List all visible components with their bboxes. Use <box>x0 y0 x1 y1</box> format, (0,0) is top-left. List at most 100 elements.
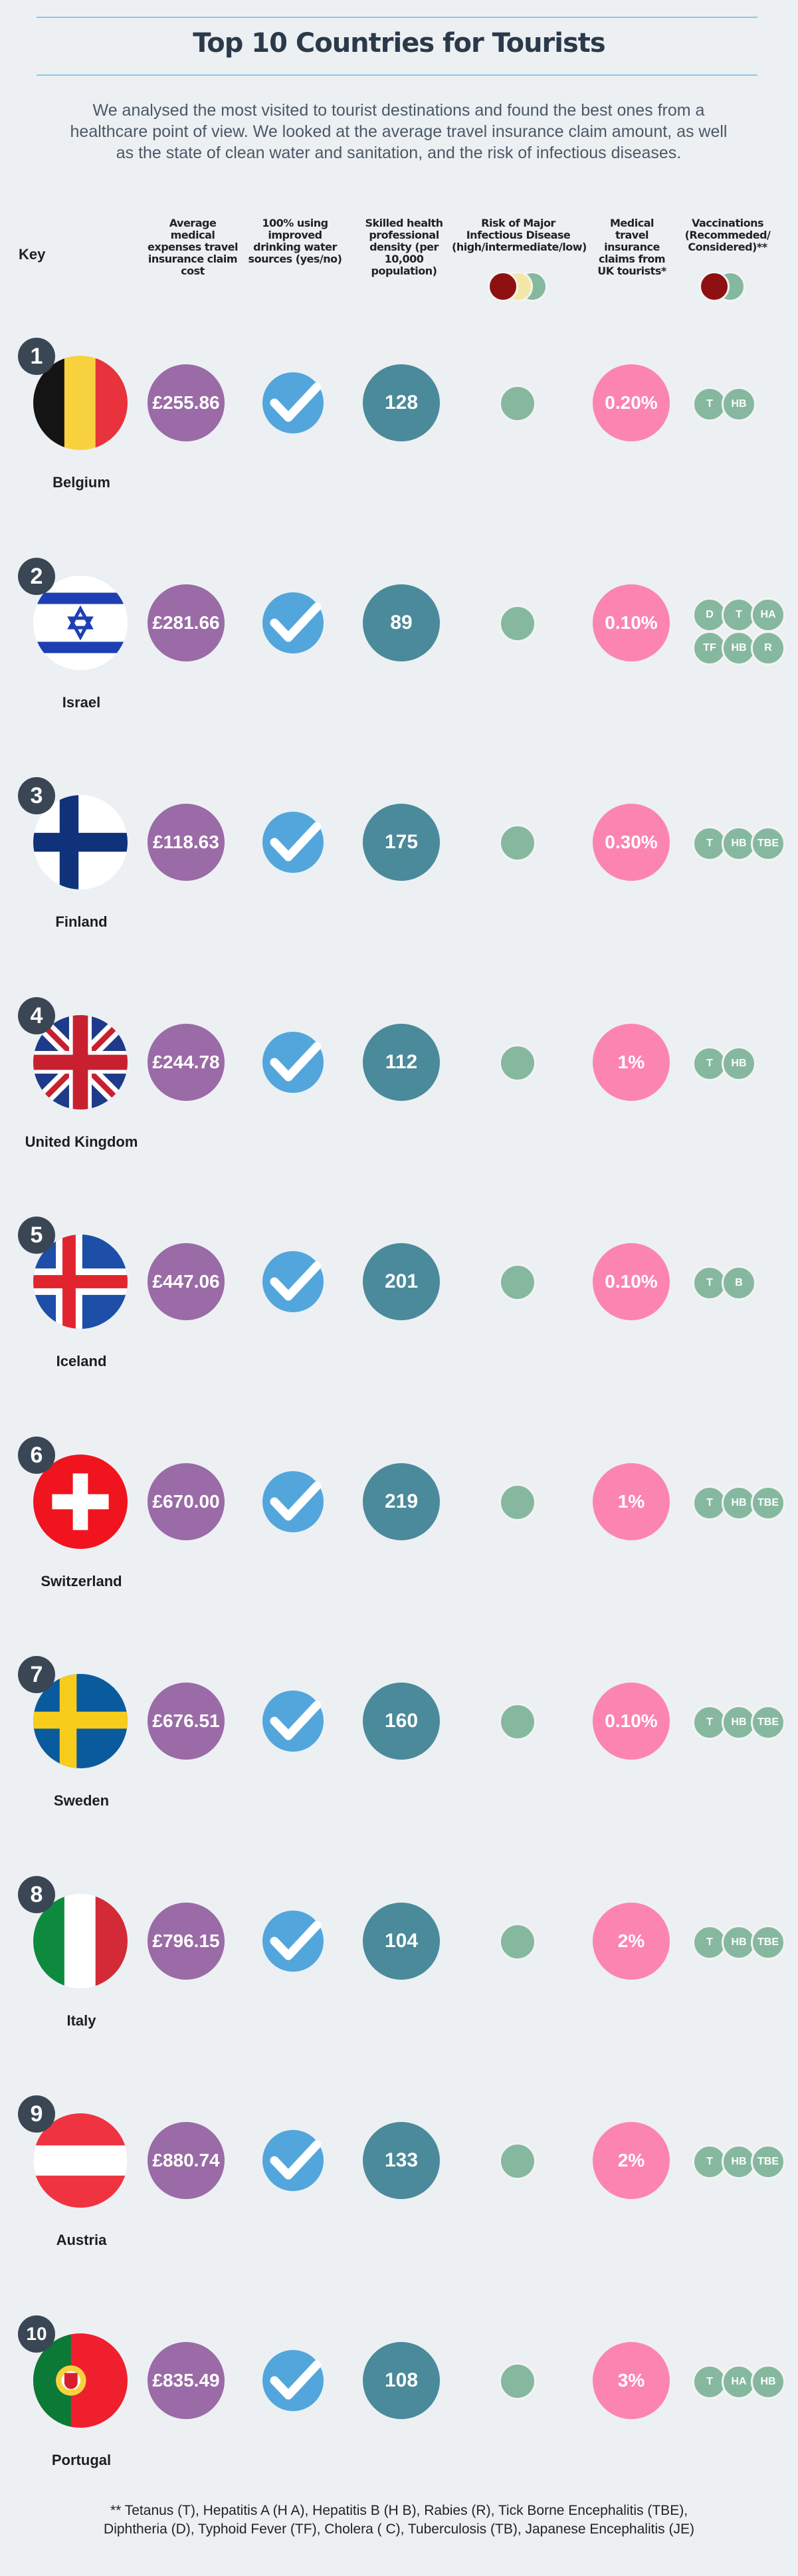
vaccine-dot: T <box>692 1925 727 1960</box>
risk-low-dot <box>499 824 536 862</box>
vaccine-dot: HB <box>722 1925 756 1960</box>
claims-percent-circle: 0.30% <box>593 804 670 881</box>
claim-cost-circle: £835.49 <box>148 2342 225 2419</box>
claim-cost-circle: £255.86 <box>148 364 225 441</box>
risk-low-dot <box>499 605 536 642</box>
israel-flag-icon <box>33 576 128 670</box>
country-row: 6 Switzerland £670.00 219 1% T HB TBE <box>0 1437 798 1656</box>
vaccine-dot: HB <box>722 387 756 421</box>
claims-percent-circle: 2% <box>593 2122 670 2199</box>
rank-badge: 9 <box>18 2095 55 2133</box>
health-density-circle: 219 <box>363 1463 440 1540</box>
vaccine-dot: HB <box>722 1046 756 1081</box>
water-check-icon <box>260 2127 326 2194</box>
claim-cost-circle: £880.74 <box>148 2122 225 2199</box>
risk-low-dot <box>499 2363 536 2400</box>
vaccine-dot: TBE <box>751 1486 785 1520</box>
vaccine-dot: TBE <box>751 826 785 861</box>
country-row: 8 Italy £796.15 104 2% T HB TBE <box>0 1876 798 2095</box>
claims-percent-circle: 0.10% <box>593 584 670 661</box>
vaccine-dot: HB <box>751 2365 785 2399</box>
vaccine-dot: TBE <box>751 1925 785 1960</box>
claim-cost-circle: £244.78 <box>148 1024 225 1101</box>
vaccine-dot: T <box>722 598 756 632</box>
country-row: 3 Finland £118.63 175 0.30% T HB TBE <box>0 777 798 996</box>
rank-badge: 7 <box>18 1656 55 1693</box>
water-check-icon <box>260 1248 326 1315</box>
health-density-circle: 128 <box>363 364 440 441</box>
vaccine-dot: TBE <box>751 2145 785 2179</box>
rank-badge: 3 <box>18 777 55 814</box>
claim-cost-circle: £676.51 <box>148 1683 225 1760</box>
health-density-circle: 201 <box>363 1243 440 1320</box>
legend-risk-high-dot <box>488 271 518 302</box>
risk-low-dot <box>499 385 536 422</box>
risk-low-dot <box>499 1484 536 1521</box>
column-header-risk: Risk of Major Infectious Disease (high/i… <box>452 217 587 253</box>
risk-low-dot <box>499 1923 536 1960</box>
top-rule <box>37 17 757 18</box>
claim-cost-circle: £118.63 <box>148 804 225 881</box>
country-row: 9 Austria £880.74 133 2% T HB TBE <box>0 2095 798 2315</box>
austria-flag-icon <box>33 2113 128 2208</box>
rank-badge: 4 <box>18 997 55 1034</box>
risk-low-dot <box>499 1264 536 1301</box>
portugal-flag-icon <box>33 2333 128 2428</box>
claim-cost-circle: £447.06 <box>148 1243 225 1320</box>
column-header-cost: Average medical expenses travel insuranc… <box>148 217 238 277</box>
country-name: Austria <box>56 2232 107 2248</box>
rank-badge: 8 <box>18 1876 55 1913</box>
page-title: Top 10 Countries for Tourists <box>193 28 605 59</box>
rank-badge: 1 <box>18 338 55 375</box>
finland-flag-icon <box>33 795 128 889</box>
country-name: Belgium <box>52 474 110 491</box>
country-name: Portugal <box>51 2452 112 2468</box>
country-name: Sweden <box>53 1792 110 1809</box>
vaccine-dot: T <box>692 2365 727 2399</box>
claim-cost-circle: £670.00 <box>148 1463 225 1540</box>
claims-percent-circle: 0.10% <box>593 1243 670 1320</box>
health-density-circle: 108 <box>363 2342 440 2419</box>
rank-badge: 5 <box>18 1217 55 1254</box>
country-name: Israel <box>62 694 101 711</box>
country-name: Switzerland <box>41 1573 122 1589</box>
rank-badge: 2 <box>18 558 55 595</box>
column-header-vaccinations: Vaccinations (Recommeded/ Considered)** <box>684 217 771 253</box>
country-name: Italy <box>66 2012 96 2029</box>
title-rule <box>37 74 757 76</box>
water-check-icon <box>260 1908 326 1974</box>
claims-percent-circle: 3% <box>593 2342 670 2419</box>
sweden-flag-icon <box>33 1674 128 1768</box>
health-density-circle: 112 <box>363 1024 440 1101</box>
water-check-icon <box>260 809 326 876</box>
risk-low-dot <box>499 1044 536 1082</box>
vaccine-dot: B <box>722 1266 756 1300</box>
country-name: Finland <box>55 913 108 930</box>
vaccine-dot: TBE <box>751 1705 785 1740</box>
claims-percent-circle: 1% <box>593 1463 670 1540</box>
country-name: United Kingdom <box>25 1133 138 1150</box>
footnote-line-1: ** Tetanus (T), Hepatitis A (H A), Hepat… <box>110 2503 688 2518</box>
column-header-density: Skilled health professional density (per… <box>365 217 443 277</box>
health-density-circle: 175 <box>363 804 440 881</box>
uk-flag-icon <box>33 1015 128 1110</box>
vaccine-dot: TF <box>692 631 727 665</box>
water-check-icon <box>260 2347 326 2414</box>
column-header-claims: Medical travel insurance claims from UK … <box>597 217 666 277</box>
vaccine-dot: HB <box>722 2145 756 2179</box>
vaccine-dot: T <box>692 2145 727 2179</box>
health-density-circle: 133 <box>363 2122 440 2199</box>
footnote: ** Tetanus (T), Hepatitis A (H A), Hepat… <box>0 2502 798 2539</box>
risk-low-dot <box>499 1703 536 1740</box>
vaccine-dot: HA <box>722 2365 756 2399</box>
rank-badge: 6 <box>18 1437 55 1474</box>
country-name: Iceland <box>56 1353 107 1369</box>
claim-cost-circle: £281.66 <box>148 584 225 661</box>
health-density-circle: 160 <box>363 1683 440 1760</box>
column-header-water: 100% using improved drinking water sourc… <box>248 217 342 265</box>
claims-percent-circle: 0.20% <box>593 364 670 441</box>
country-row: 10 Portugal £835.49 108 3% T HA HB <box>0 2315 798 2535</box>
vaccine-dot: HA <box>751 598 785 632</box>
water-check-icon <box>260 590 326 656</box>
risk-low-dot <box>499 2143 536 2180</box>
